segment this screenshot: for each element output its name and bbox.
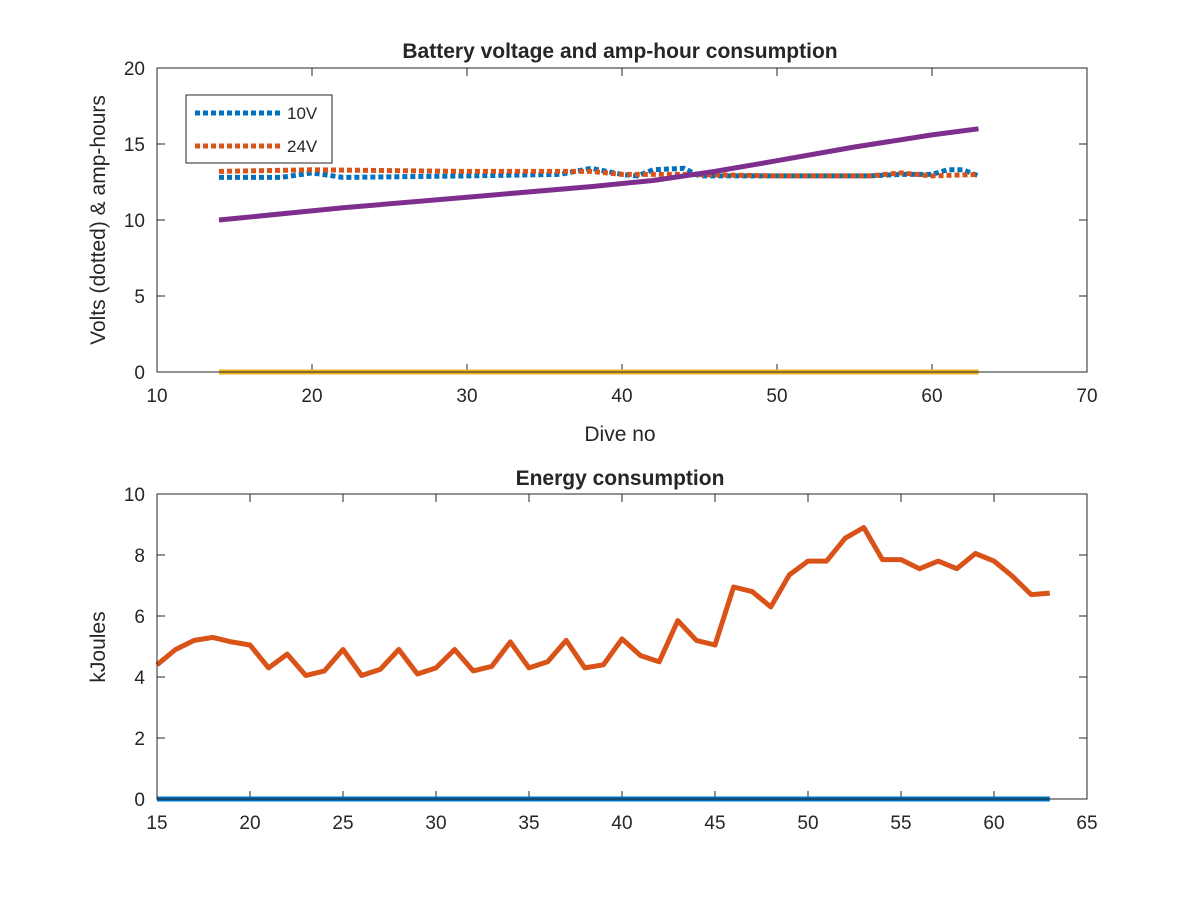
energy-x-tick-label: 15 (146, 813, 167, 834)
energy-x-tick-label: 45 (704, 813, 725, 834)
voltage-series-3-line (218, 126, 979, 223)
energy-chart-axes-box (156, 493, 1088, 800)
energy-x-tick-label: 30 (425, 813, 446, 834)
voltage-x-tick-label: 70 (1076, 386, 1097, 407)
energy-series-0-line (155, 525, 1051, 678)
energy-x-tick-label: 40 (611, 813, 632, 834)
voltage-chart-y-tick-labels: 0 5 10 15 20 (124, 59, 145, 384)
energy-x-tick-label: 20 (239, 813, 260, 834)
legend-box (185, 94, 333, 164)
voltage-x-tick-label: 40 (611, 386, 632, 407)
legend-label-10v: 10V (287, 104, 318, 123)
energy-chart-x-tick-labels: 15 20 25 30 35 40 45 50 55 60 65 (146, 813, 1097, 834)
energy-x-tick-label: 35 (518, 813, 539, 834)
voltage-y-tick-label: 10 (124, 211, 145, 232)
voltage-chart-y-label: Volts (dotted) & amp-hours (87, 95, 110, 345)
energy-y-tick-label: 10 (124, 485, 145, 506)
voltage-chart-x-tick-labels: 10 20 30 40 50 60 70 (146, 386, 1097, 407)
voltage-x-tick-label: 20 (301, 386, 322, 407)
energy-x-tick-label: 50 (797, 813, 818, 834)
energy-y-tick-label: 0 (134, 790, 145, 811)
voltage-x-tick-label: 60 (921, 386, 942, 407)
voltage-chart-title: Battery voltage and amp-hour consumption (402, 40, 837, 63)
energy-chart-series (155, 525, 1051, 802)
energy-chart-y-tick-labels: 0 2 4 6 8 10 (124, 485, 146, 811)
voltage-x-tick-label: 50 (766, 386, 787, 407)
energy-y-tick-label: 8 (134, 546, 145, 567)
energy-chart: Energy consumption 15 20 25 30 35 40 45 50 55 60 6… (87, 467, 1098, 834)
voltage-y-tick-label: 5 (134, 287, 145, 308)
voltage-series-0-line (219, 165, 980, 180)
voltage-y-tick-label: 0 (134, 363, 145, 384)
energy-x-tick-label: 55 (890, 813, 911, 834)
voltage-chart: Battery voltage and amp-hour consumption… (87, 40, 1098, 446)
legend-label-24v: 24V (287, 137, 318, 156)
energy-x-tick-label: 65 (1076, 813, 1097, 834)
voltage-x-tick-label: 30 (456, 386, 477, 407)
energy-x-tick-label: 60 (983, 813, 1004, 834)
voltage-chart-axes-box (156, 67, 1088, 373)
voltage-y-tick-label: 20 (124, 59, 145, 80)
energy-y-tick-label: 2 (134, 729, 145, 750)
voltage-y-tick-label: 15 (124, 135, 145, 156)
voltage-chart-x-label: Dive no (584, 423, 655, 446)
voltage-chart-series (218, 126, 980, 375)
energy-chart-ticks (156, 493, 1088, 800)
voltage-x-tick-label: 10 (146, 386, 167, 407)
energy-y-tick-label: 4 (134, 668, 145, 689)
voltage-chart-legend: 10V 24V (185, 94, 333, 164)
energy-chart-title: Energy consumption (516, 467, 725, 490)
energy-chart-y-label: kJoules (87, 611, 110, 682)
energy-y-tick-label: 6 (134, 607, 145, 628)
energy-x-tick-label: 25 (332, 813, 353, 834)
